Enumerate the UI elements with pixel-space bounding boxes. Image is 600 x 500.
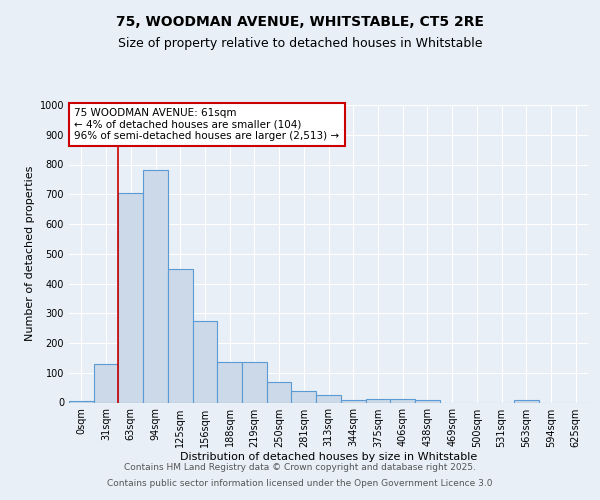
- Bar: [242, 362, 267, 403]
- Bar: [168, 268, 193, 402]
- Bar: [193, 320, 217, 402]
- Bar: [316, 395, 341, 402]
- Y-axis label: Number of detached properties: Number of detached properties: [25, 166, 35, 342]
- Text: 75, WOODMAN AVENUE, WHITSTABLE, CT5 2RE: 75, WOODMAN AVENUE, WHITSTABLE, CT5 2RE: [116, 15, 484, 29]
- Bar: [69, 401, 94, 402]
- Text: Size of property relative to detached houses in Whitstable: Size of property relative to detached ho…: [118, 38, 482, 51]
- Bar: [94, 364, 118, 403]
- Bar: [365, 399, 390, 402]
- Bar: [390, 399, 415, 402]
- Bar: [217, 362, 242, 403]
- Text: 75 WOODMAN AVENUE: 61sqm
← 4% of detached houses are smaller (104)
96% of semi-d: 75 WOODMAN AVENUE: 61sqm ← 4% of detache…: [74, 108, 340, 141]
- Bar: [143, 170, 168, 402]
- Bar: [267, 382, 292, 402]
- Bar: [514, 400, 539, 402]
- X-axis label: Distribution of detached houses by size in Whitstable: Distribution of detached houses by size …: [180, 452, 477, 462]
- Bar: [292, 390, 316, 402]
- Bar: [118, 193, 143, 402]
- Text: Contains public sector information licensed under the Open Government Licence 3.: Contains public sector information licen…: [107, 478, 493, 488]
- Bar: [415, 400, 440, 402]
- Bar: [341, 400, 365, 402]
- Text: Contains HM Land Registry data © Crown copyright and database right 2025.: Contains HM Land Registry data © Crown c…: [124, 464, 476, 472]
